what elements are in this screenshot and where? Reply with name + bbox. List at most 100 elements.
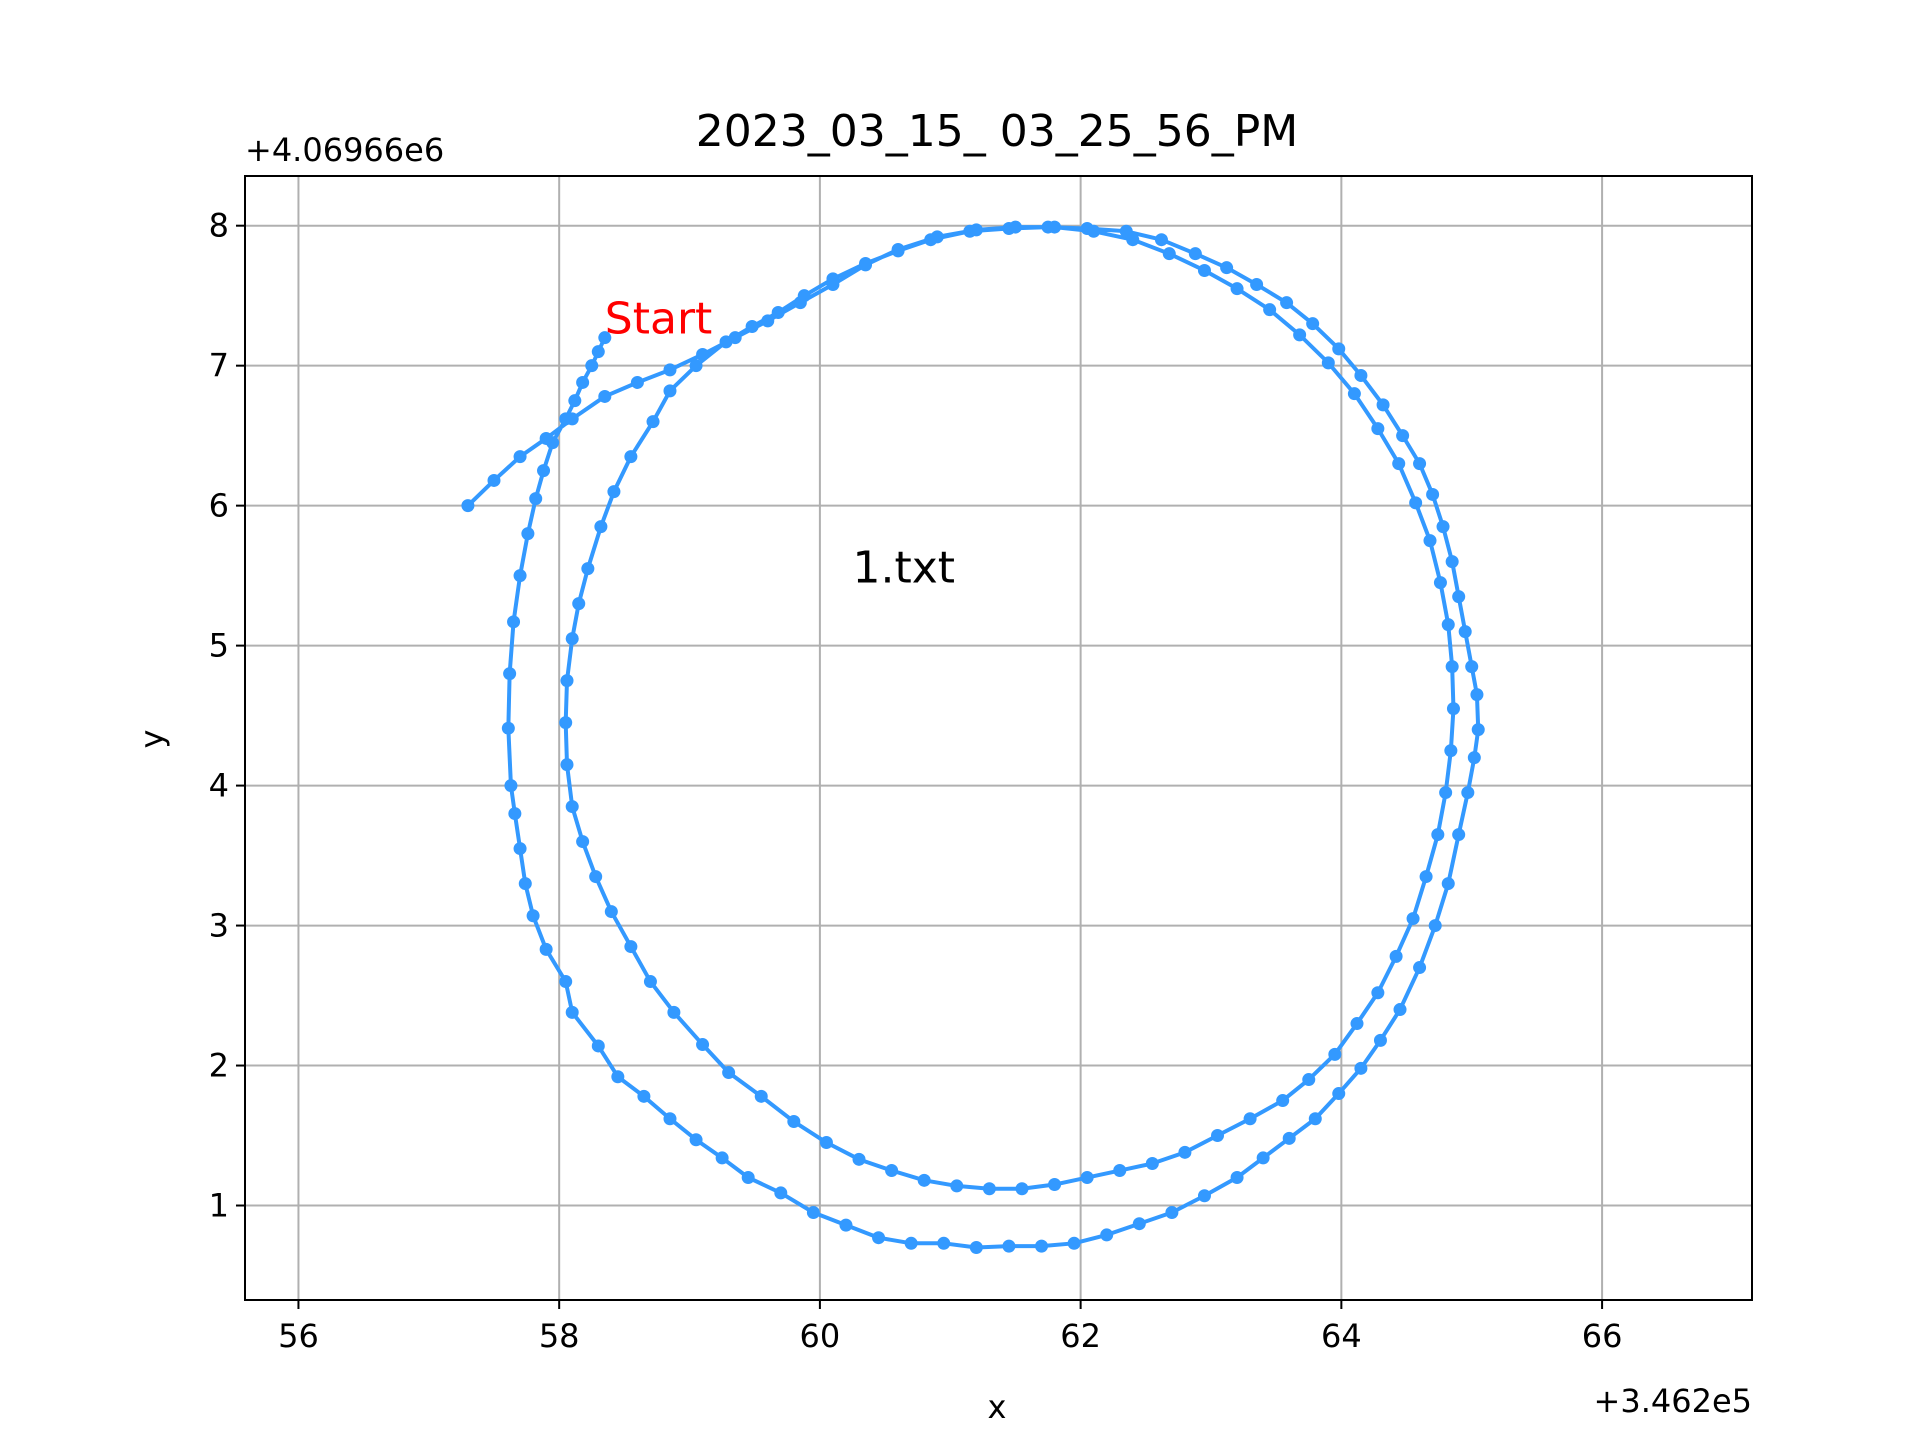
point: [1441, 618, 1455, 632]
point: [1396, 429, 1410, 443]
point: [624, 450, 638, 464]
point: [1426, 487, 1440, 501]
point: [1220, 261, 1234, 275]
point: [839, 1218, 853, 1232]
point: [715, 1151, 729, 1165]
file-annotation: 1.txt: [852, 543, 955, 594]
point: [1048, 220, 1062, 234]
point: [774, 1186, 788, 1200]
point: [572, 597, 586, 611]
point: [1409, 496, 1423, 510]
point: [1392, 457, 1406, 471]
y-tick-label: 3: [209, 907, 229, 945]
y-tick-label: 5: [209, 627, 229, 665]
point: [624, 940, 638, 954]
point: [1035, 1239, 1049, 1253]
point: [591, 1039, 605, 1053]
point: [607, 485, 621, 499]
point: [585, 359, 599, 373]
x-tick-label: 66: [1582, 1317, 1623, 1355]
point: [1445, 660, 1459, 674]
point: [745, 319, 759, 333]
point: [1354, 1061, 1368, 1075]
point: [930, 230, 944, 244]
point: [969, 1241, 983, 1255]
plot-frame: [244, 175, 1753, 1301]
point: [1470, 688, 1484, 702]
point: [1413, 961, 1427, 975]
point: [1471, 723, 1485, 737]
point: [1350, 1017, 1364, 1031]
point: [646, 415, 660, 429]
point: [859, 258, 873, 272]
point: [1436, 520, 1450, 534]
point: [728, 331, 742, 345]
chart-title: 2023_03_15_ 03_25_56_PM: [696, 106, 1298, 157]
point: [539, 431, 553, 445]
x-tick-label: 56: [278, 1317, 319, 1355]
point: [1080, 1171, 1094, 1185]
point: [504, 779, 518, 793]
point: [1413, 457, 1427, 471]
point: [508, 807, 522, 821]
point: [565, 1005, 579, 1019]
point: [872, 1231, 886, 1245]
point: [1230, 282, 1244, 296]
point: [559, 716, 573, 730]
point: [1211, 1129, 1225, 1143]
y-axis-label: y: [133, 730, 171, 749]
point: [1452, 590, 1466, 604]
point: [529, 492, 543, 506]
point: [1461, 786, 1475, 800]
point: [1433, 576, 1447, 590]
point: [1197, 263, 1211, 277]
point: [1444, 744, 1458, 758]
point: [604, 905, 618, 919]
point: [885, 1164, 899, 1178]
point: [513, 569, 527, 583]
point: [513, 450, 527, 464]
start-annotation: Start: [605, 294, 713, 345]
point: [950, 1179, 964, 1193]
point: [1328, 1047, 1342, 1061]
point: [969, 223, 983, 237]
point: [793, 296, 807, 310]
point: [663, 1112, 677, 1126]
x-tick-label: 60: [800, 1317, 841, 1355]
point: [1347, 387, 1361, 401]
x-tick-label: 62: [1060, 1317, 1101, 1355]
point: [1087, 224, 1101, 238]
point: [1376, 398, 1390, 412]
point: [565, 412, 579, 426]
x-offset-text: +3.462e5: [1594, 1382, 1752, 1420]
point: [513, 842, 527, 856]
point: [1243, 1112, 1257, 1126]
point: [503, 667, 517, 681]
point: [591, 345, 605, 359]
point: [1132, 1217, 1146, 1231]
point: [696, 347, 710, 361]
point: [1371, 422, 1385, 436]
point: [689, 1133, 703, 1147]
point: [1306, 317, 1320, 331]
point: [667, 1005, 681, 1019]
point: [560, 758, 574, 772]
point: [576, 375, 590, 389]
point: [461, 499, 475, 513]
point: [1428, 919, 1442, 933]
point: [1445, 555, 1459, 569]
y-tick-label: 7: [209, 347, 229, 385]
point: [1302, 1073, 1316, 1087]
point: [852, 1152, 866, 1166]
x-tick-label: 64: [1321, 1317, 1362, 1355]
y-tick-label: 4: [209, 767, 229, 805]
point: [1465, 660, 1479, 674]
point: [1145, 1157, 1159, 1171]
point: [1162, 247, 1176, 261]
point: [1332, 1087, 1346, 1101]
point: [1178, 1145, 1192, 1159]
point: [1439, 786, 1453, 800]
point: [630, 375, 644, 389]
